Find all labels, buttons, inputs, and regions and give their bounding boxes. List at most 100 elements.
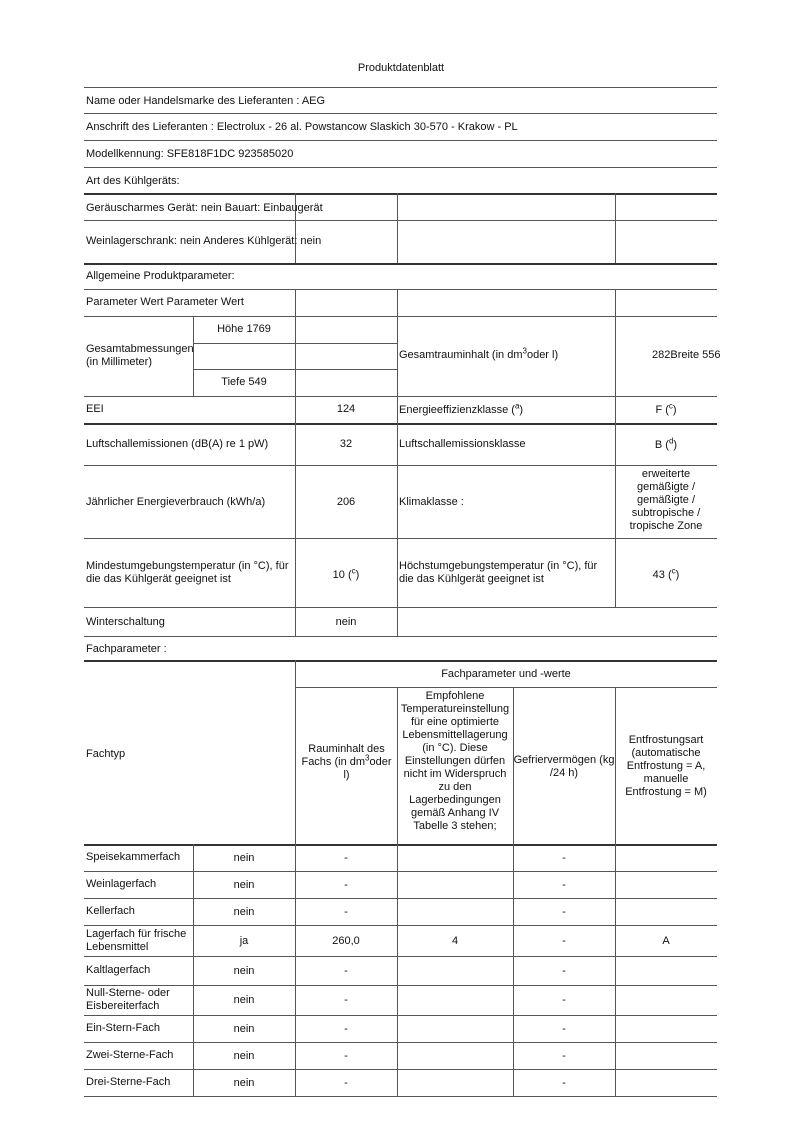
- table-rule-vertical: [615, 289, 616, 607]
- table-rule-horizontal: [84, 538, 717, 539]
- climate-value: erweiterte gemäßigte / gemäßigte / subtr…: [629, 468, 703, 532]
- cell-present: nein: [233, 1076, 255, 1089]
- col-defrost-header: Entfrostungsart (automatische Entfrostun…: [625, 734, 707, 798]
- appliance-type-row1: Geräuscharmes Gerät: nein Bauart: Einbau…: [86, 202, 323, 214]
- cell-type: Weinlagerfach: [86, 878, 157, 890]
- table-rule-vertical: [193, 844, 194, 1096]
- cell-volume: -: [344, 964, 348, 977]
- cell-type: Lagerfach für frische Lebensmittel: [86, 927, 187, 953]
- height-value: Höhe 1769: [217, 323, 271, 335]
- cell-freeze: -: [562, 934, 566, 947]
- cell-volume: -: [344, 994, 348, 1006]
- cell-temp: 4: [451, 934, 459, 947]
- table-rule-vertical: [295, 193, 296, 263]
- cell-present: ja: [239, 934, 249, 947]
- noise-class-label: Luftschallemissionsklasse: [399, 438, 526, 450]
- cell-freeze: -: [562, 878, 566, 891]
- table-rule-horizontal: [84, 396, 717, 397]
- cell-freeze: -: [562, 994, 566, 1006]
- min-temp-value: 10 (c): [332, 566, 360, 581]
- table-rule-horizontal: [84, 636, 717, 637]
- table-rule-horizontal: [84, 113, 717, 114]
- compartments-heading: Fachparameter :: [86, 643, 167, 655]
- col-freeze-header: Gefriervermögen (kg /24 h): [513, 754, 615, 779]
- cell-present: nein: [233, 1049, 255, 1062]
- table-rule-vertical: [397, 687, 398, 1096]
- table-rule-horizontal: [295, 687, 717, 688]
- cell-volume: -: [344, 878, 348, 891]
- cell-freeze: -: [562, 905, 566, 918]
- table-rule-horizontal: [84, 956, 717, 957]
- table-rule-vertical: [513, 687, 514, 1096]
- compartments-group-header: Fachparameter und -werte: [441, 668, 571, 680]
- table-rule-vertical: [615, 687, 616, 1096]
- table-rule-vertical: [193, 316, 194, 396]
- cell-volume: -: [344, 1049, 348, 1062]
- volume-value: 282Breite 556: [652, 349, 721, 361]
- cell-volume: 260,0: [332, 934, 360, 947]
- table-rule-horizontal: [84, 1096, 717, 1097]
- table-rule-horizontal: [84, 87, 717, 88]
- table-rule-horizontal: [84, 660, 717, 662]
- cell-freeze: -: [562, 1022, 566, 1035]
- cell-volume: -: [344, 905, 348, 918]
- table-rule-horizontal: [84, 140, 717, 141]
- cell-present: nein: [233, 994, 255, 1006]
- model-identifier: Modellkennung: SFE818F1DC 923585020: [86, 148, 294, 160]
- page-title: Produktdatenblatt: [357, 62, 445, 74]
- max-temp-label: Höchstumgebungstemperatur (in °C), für d…: [399, 560, 598, 585]
- table-rule-horizontal: [84, 871, 717, 872]
- cell-freeze: -: [562, 964, 566, 977]
- noise-label: Luftschallemissionen (dB(A) re 1 pW): [86, 438, 269, 450]
- cell-volume: -: [344, 851, 348, 864]
- col-volume-header: Rauminhalt des Fachs (in dm3oder l): [301, 743, 392, 781]
- eei-value: 124: [336, 403, 356, 415]
- table-rule-horizontal: [84, 844, 717, 846]
- max-temp-value: 43 (c): [652, 566, 680, 581]
- cell-type: Null-Sterne- oder Eisbereiterfach: [86, 987, 170, 1012]
- cell-type: Kellerfach: [86, 905, 135, 917]
- table-rule-horizontal: [84, 220, 717, 221]
- col-type-header: Fachtyp: [86, 748, 126, 760]
- table-rule-vertical: [615, 193, 616, 263]
- cell-volume: -: [344, 1076, 348, 1089]
- cell-type: Zwei-Sterne-Fach: [86, 1049, 174, 1061]
- cell-volume: -: [344, 1022, 348, 1035]
- winter-label: Winterschaltung: [86, 616, 165, 628]
- min-temp-label: Mindestumgebungstemperatur (in °C), für …: [86, 560, 289, 585]
- consumption-label: Jährlicher Energieverbrauch (kWh/a): [86, 496, 266, 508]
- cell-present: nein: [233, 964, 255, 977]
- table-rule-horizontal: [84, 925, 717, 926]
- table-rule-horizontal: [84, 1015, 717, 1016]
- cell-freeze: -: [562, 1049, 566, 1062]
- noise-class-value: B (d): [654, 436, 678, 451]
- cell-defrost: A: [662, 934, 670, 947]
- table-rule-horizontal: [84, 1042, 717, 1043]
- cell-present: nein: [233, 878, 255, 891]
- energy-class-label: Energieeffizienzklasse (a): [399, 401, 524, 416]
- table-rule-horizontal: [84, 316, 717, 317]
- climate-label: Klimaklasse :: [399, 496, 464, 508]
- table-rule-horizontal: [84, 898, 717, 899]
- table-rule-horizontal: [84, 465, 717, 466]
- appliance-type-heading: Art des Kühlgeräts:: [86, 175, 180, 187]
- appliance-type-row2: Weinlagerschrank: nein Anderes Kühlgerät…: [86, 235, 322, 247]
- cell-freeze: -: [562, 851, 566, 864]
- supplier-name: Name oder Handelsmarke des Lieferanten :…: [86, 95, 326, 107]
- table-rule-horizontal: [84, 985, 717, 986]
- table-rule-horizontal: [84, 423, 717, 425]
- noise-value: 32: [339, 438, 353, 450]
- table-rule-vertical: [295, 289, 296, 636]
- winter-value: nein: [335, 616, 357, 628]
- consumption-value: 206: [336, 496, 356, 508]
- table-rule-horizontal: [84, 1069, 717, 1070]
- table-rule-horizontal: [84, 607, 717, 608]
- cell-freeze: -: [562, 1076, 566, 1089]
- table-rule-horizontal: [84, 289, 717, 290]
- cell-present: nein: [233, 1022, 255, 1035]
- volume-label: Gesamtrauminhalt (in dm3oder l): [399, 346, 559, 361]
- table-rule-horizontal: [84, 193, 717, 195]
- eei-label: EEI: [86, 403, 104, 415]
- energy-class-value: F (c): [655, 401, 677, 416]
- depth-value: Tiefe 549: [221, 376, 267, 388]
